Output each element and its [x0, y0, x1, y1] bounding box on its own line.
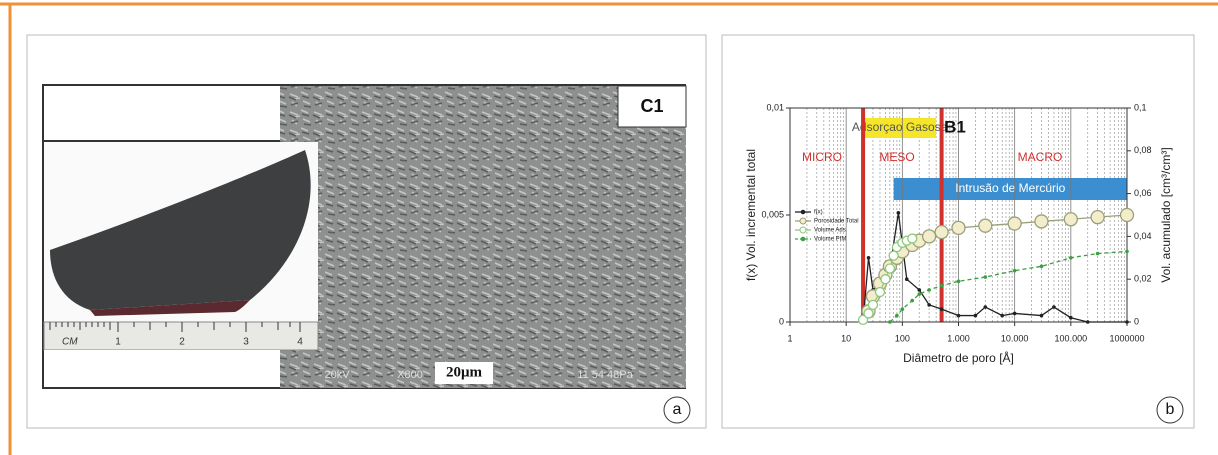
- figure: CM 1 2 3 4 C1 20kV X800 20μm 11 54 48Pa …: [0, 0, 1218, 455]
- data-point: [940, 284, 944, 288]
- y-tick-label: 0: [779, 316, 784, 326]
- data-point: [867, 256, 871, 260]
- sem-magnification: X800: [397, 369, 423, 381]
- ruler-label: 2: [179, 337, 185, 348]
- data-point: [1069, 316, 1073, 320]
- legend-label: Porosidade Total: [814, 219, 859, 225]
- data-point: [935, 226, 948, 239]
- y2-axis-title: Vol. acumulado [cm³/cm³]: [1159, 147, 1173, 282]
- data-point: [952, 221, 965, 234]
- y-tick-label: 0,01: [766, 102, 784, 112]
- blank: [44, 350, 280, 387]
- data-point: [957, 314, 961, 318]
- data-point: [905, 277, 909, 281]
- x-tick-label: 10.000: [1001, 333, 1029, 343]
- ruler-label: 1: [115, 337, 121, 348]
- data-point: [1086, 320, 1090, 324]
- y2-tick-label: 0,1: [1134, 102, 1147, 112]
- data-point: [927, 303, 931, 307]
- data-point: [957, 280, 961, 284]
- badge: C1: [640, 96, 663, 116]
- data-point: [875, 288, 884, 297]
- data-point: [1040, 265, 1044, 269]
- data-point: [1013, 312, 1017, 316]
- panel-label: a: [673, 401, 682, 418]
- ruler-label: 4: [297, 337, 303, 348]
- x-tick-label: 100.000: [1055, 333, 1088, 343]
- data-point: [864, 309, 873, 318]
- y2-tick-label: 0,06: [1134, 188, 1152, 198]
- legend-label: f(x): [814, 210, 823, 216]
- data-point: [908, 234, 917, 243]
- data-point: [1008, 217, 1021, 230]
- data-point: [1096, 252, 1100, 256]
- data-point: [1035, 215, 1048, 228]
- data-point: [897, 211, 901, 215]
- data-point: [895, 314, 899, 318]
- legend-marker: [800, 218, 806, 224]
- data-point: [1125, 320, 1129, 324]
- data-point: [1064, 213, 1077, 226]
- data-point: [974, 314, 978, 318]
- legend-label: Volume Ads: [814, 228, 846, 234]
- data-point: [923, 230, 936, 243]
- ruler-label: 3: [243, 337, 249, 348]
- data-point: [868, 300, 877, 309]
- x-tick-label: 10: [841, 333, 851, 343]
- blank: [44, 86, 280, 140]
- scale-bar: 20μm: [446, 364, 483, 380]
- legend-marker: [800, 227, 806, 233]
- data-point: [889, 251, 898, 260]
- annotation: MACRO: [1018, 150, 1063, 164]
- data-point: [940, 307, 944, 311]
- annotation: MESO: [879, 150, 914, 164]
- data-point: [917, 292, 921, 296]
- data-point: [983, 305, 987, 309]
- annotation: B1: [944, 117, 966, 136]
- data-point: [901, 307, 905, 311]
- data-point: [885, 264, 894, 273]
- data-point: [1013, 269, 1017, 273]
- data-point: [1091, 211, 1104, 224]
- sem-image: [280, 86, 686, 388]
- data-point: [1125, 250, 1129, 254]
- data-point: [1052, 305, 1056, 309]
- data-point: [1040, 314, 1044, 318]
- region-label: Adsorçao Gasosa: [852, 120, 948, 134]
- legend-label: Volume PIM: [814, 237, 846, 243]
- ruler-label: CM: [62, 337, 78, 348]
- x-axis-title: Diâmetro de poro [Å]: [903, 350, 1014, 365]
- x-tick-label: 1.000: [947, 333, 970, 343]
- data-point: [927, 288, 931, 292]
- y2-tick-label: 0,02: [1134, 274, 1152, 284]
- legend-marker: [801, 210, 805, 214]
- legend-marker: [801, 237, 805, 241]
- x-tick-label: 1: [787, 333, 792, 343]
- x-tick-label: 1000000: [1109, 333, 1144, 343]
- y-tick-label: 0,005: [761, 209, 784, 219]
- data-point: [1121, 209, 1134, 222]
- data-point: [983, 275, 987, 279]
- data-point: [1000, 314, 1004, 318]
- sem-timestamp: 11 54 48Pa: [577, 369, 633, 381]
- region-label: Intrusão de Mercúrio: [955, 181, 1065, 195]
- data-point: [1069, 256, 1073, 260]
- annotation: MICRO: [802, 150, 842, 164]
- x-tick-label: 100: [895, 333, 910, 343]
- data-point: [917, 288, 921, 292]
- data-point: [888, 320, 892, 324]
- sem-voltage: 20kV: [324, 369, 350, 381]
- data-point: [881, 275, 890, 284]
- y2-tick-label: 0,04: [1134, 231, 1152, 241]
- panel-label: b: [1166, 401, 1175, 418]
- data-point: [910, 299, 914, 303]
- data-point: [979, 219, 992, 232]
- y2-tick-label: 0: [1134, 316, 1139, 326]
- y-axis-title: f(x) Vol. incremental total: [744, 149, 758, 281]
- y2-tick-label: 0,08: [1134, 145, 1152, 155]
